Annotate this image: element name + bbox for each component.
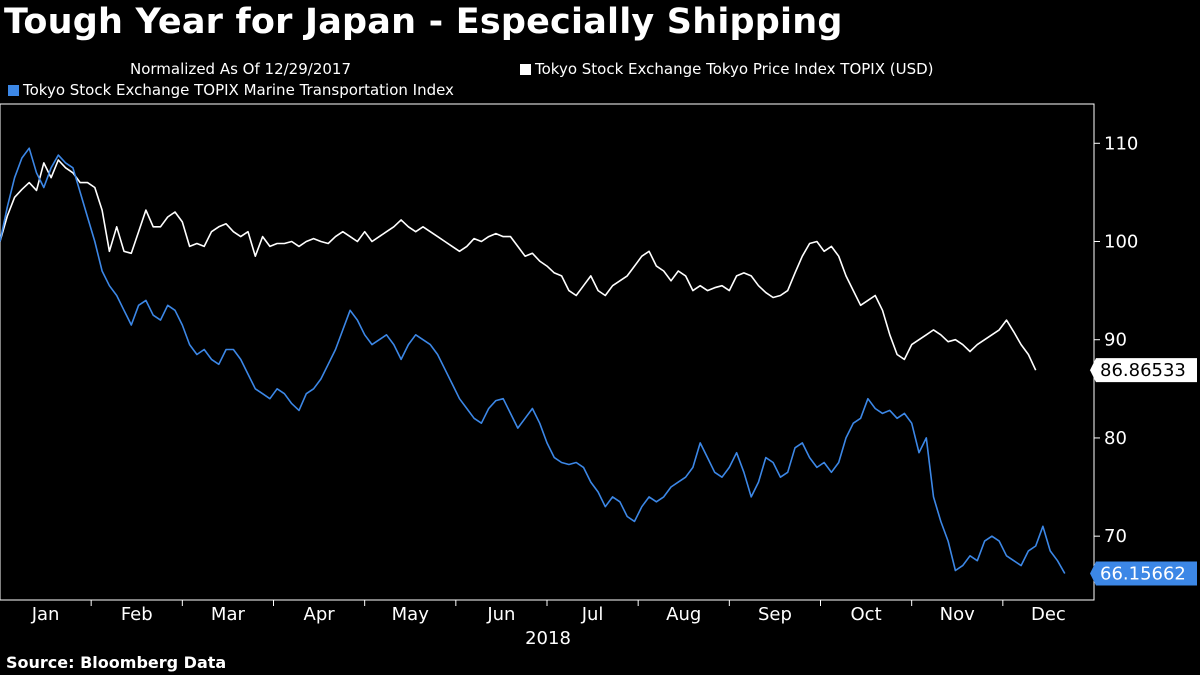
- x-tick-label-jul: Jul: [581, 604, 604, 625]
- y-tick-label-110: 110: [1104, 133, 1138, 154]
- plot-frame: [0, 103, 1095, 601]
- chart-subtitle: Normalized As Of 12/29/2017: [130, 60, 351, 78]
- y-tick-label-80: 80: [1104, 428, 1127, 449]
- legend-item-topix: Tokyo Stock Exchange Tokyo Price Index T…: [520, 60, 934, 78]
- x-axis-label: 2018: [525, 628, 571, 649]
- y-tick-label-70: 70: [1104, 526, 1127, 547]
- x-tick-label-jan: Jan: [31, 604, 60, 625]
- y-tick-label-90: 90: [1104, 330, 1127, 351]
- x-tick-label-mar: Mar: [211, 604, 246, 625]
- last-value-box-marine: [1090, 561, 1197, 586]
- series-line-topix: [0, 159, 1037, 371]
- x-tick-label-oct: Oct: [851, 604, 882, 625]
- legend-swatch-marine: [8, 84, 19, 96]
- chart-title: Tough Year for Japan - Especially Shippi…: [4, 2, 843, 42]
- x-tick-label-jun: Jun: [486, 604, 515, 625]
- x-tick-label-may: May: [392, 604, 430, 625]
- legend-swatch-topix: [520, 63, 531, 75]
- x-tick-label-nov: Nov: [940, 604, 975, 625]
- last-value-box-topix: [1090, 358, 1197, 383]
- x-tick-label-sep: Sep: [758, 604, 792, 625]
- legend-item-marine: Tokyo Stock Exchange TOPIX Marine Transp…: [8, 81, 454, 99]
- last-value-label-topix: 86.86533: [1100, 360, 1186, 381]
- x-tick-label-dec: Dec: [1031, 604, 1066, 625]
- last-value-label-marine: 66.15662: [1100, 563, 1186, 584]
- x-tick-label-apr: Apr: [304, 604, 336, 625]
- x-tick-label-feb: Feb: [121, 604, 153, 625]
- source-note: Source: Bloomberg Data: [6, 653, 227, 672]
- x-tick-label-aug: Aug: [666, 604, 701, 625]
- legend-label-marine: Tokyo Stock Exchange TOPIX Marine Transp…: [23, 81, 454, 99]
- series-line-marine: [0, 147, 1066, 574]
- legend-label-topix: Tokyo Stock Exchange Tokyo Price Index T…: [535, 60, 934, 78]
- y-tick-label-100: 100: [1104, 232, 1138, 253]
